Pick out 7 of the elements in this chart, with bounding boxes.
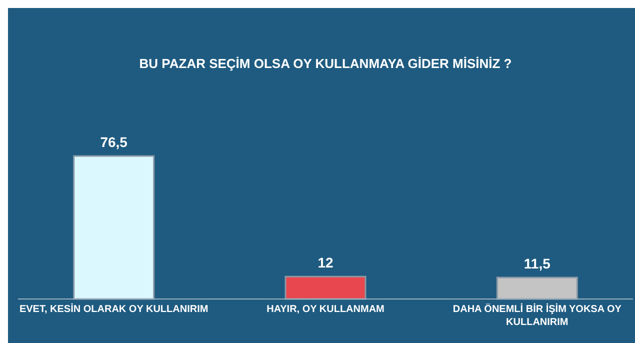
x-tick-label: DAHA ÖNEMLİ BİR İŞİM YOKSA OY KULLANIRIM xyxy=(452,303,622,328)
x-tick-label: EVET, KESİN OLARAK OY KULLANIRIM xyxy=(19,303,208,315)
data-label: 11,5 xyxy=(524,256,551,272)
chart-title: BU PAZAR SEÇİM OLSA OY KULLANMAYA GİDER MİSİNİZ ? xyxy=(139,56,512,71)
data-label: 76,5 xyxy=(100,134,128,150)
x-tick-label: HAYIR, OY KULLANMAM xyxy=(266,304,384,315)
data-label: 12 xyxy=(318,254,334,271)
